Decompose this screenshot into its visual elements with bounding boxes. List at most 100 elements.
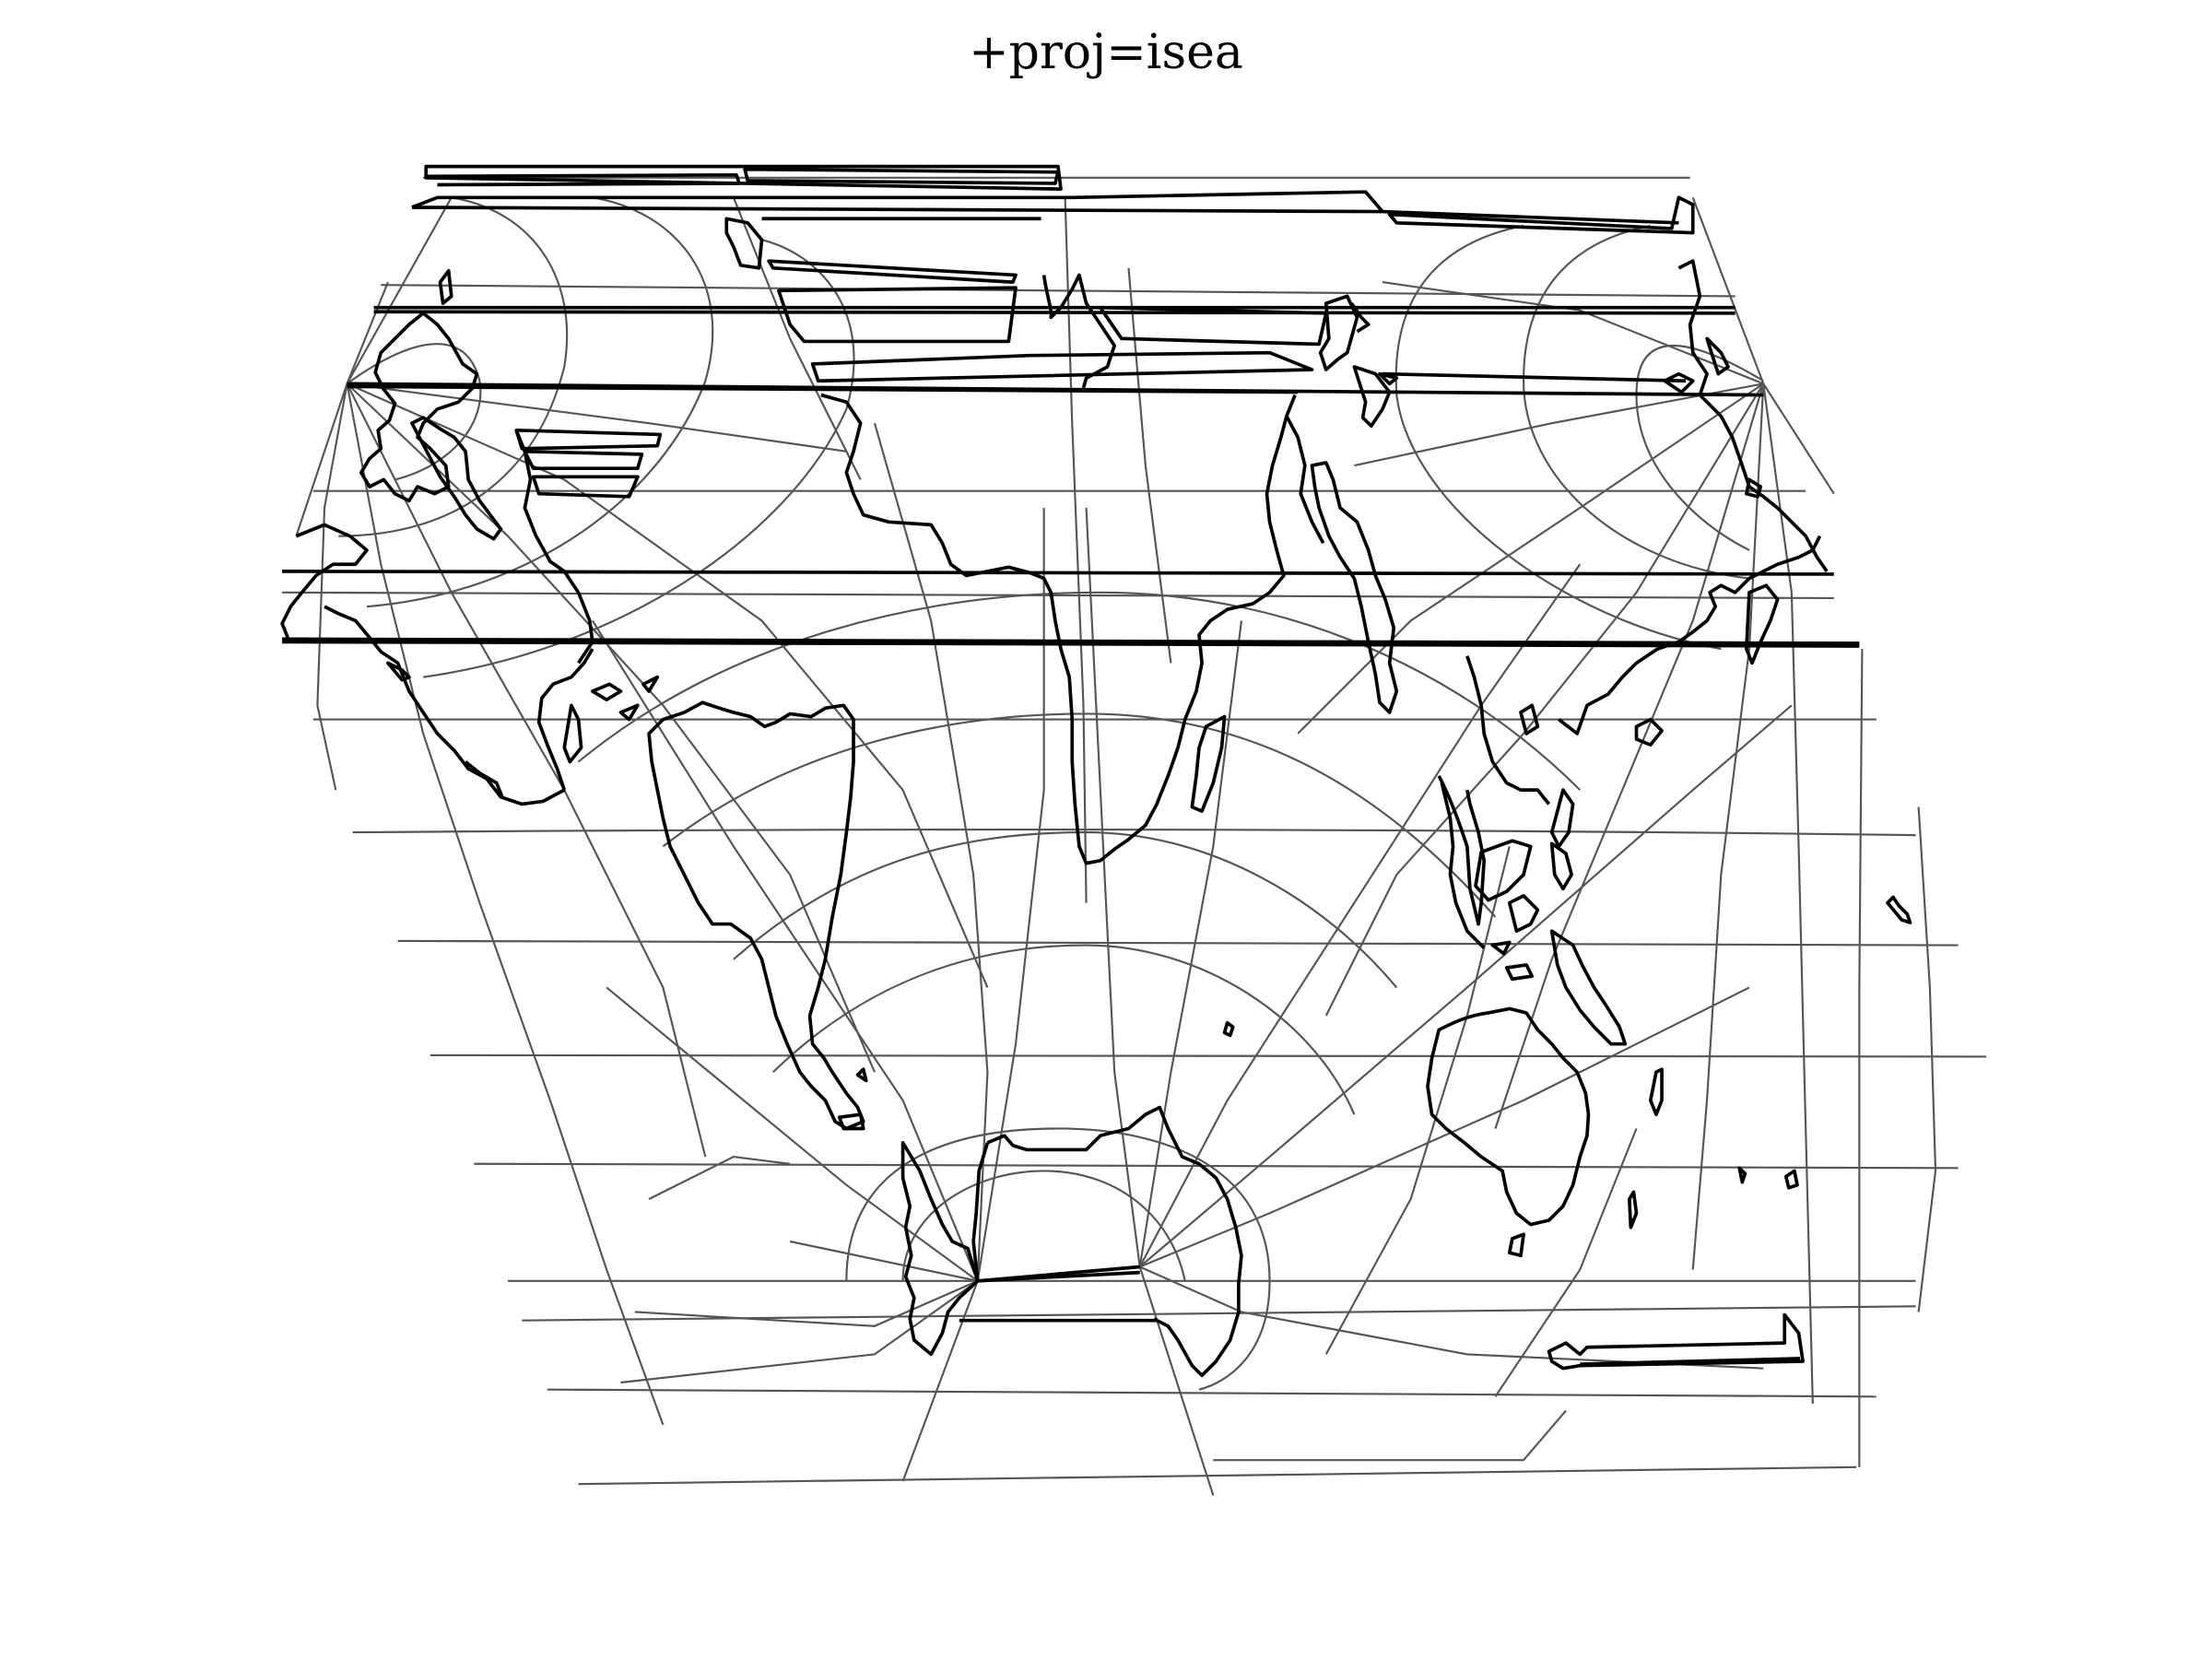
meridian-line (1138, 1266, 1215, 1496)
hudson-islands (410, 416, 503, 541)
pacific-island (1783, 1169, 1799, 1190)
meridian-line (1064, 197, 1088, 903)
meridian-line (1691, 383, 1765, 1270)
antarctica (971, 1142, 990, 1281)
latitude-arc (845, 1127, 1271, 1391)
pacific-island (1222, 1020, 1235, 1038)
arctic-island (438, 269, 453, 305)
arctic-slab (426, 172, 741, 187)
east-asia (1558, 535, 1822, 735)
latitude-arc (901, 1170, 1186, 1282)
meridian-line (732, 196, 862, 480)
meridian-line (606, 986, 979, 1282)
latitude-arc (772, 944, 1356, 1115)
baja-california (386, 661, 411, 682)
meridian-line (346, 382, 876, 1073)
arctic-slab (777, 286, 1018, 344)
wrap-artifact-line (282, 570, 1834, 576)
meridian-line (1297, 382, 1764, 735)
europe-fragment (1378, 371, 1399, 386)
meridian-line (1858, 649, 1864, 1467)
latitude-arc (1394, 224, 1722, 651)
latitude-arc (577, 591, 1582, 791)
meridian-line (346, 196, 453, 384)
wrap-artifact-line (347, 384, 1299, 394)
caribbean-islands (591, 675, 660, 722)
meridian-line (1494, 1128, 1638, 1397)
greenland (724, 217, 764, 270)
meridian-line (295, 382, 348, 536)
indonesia (1490, 894, 1540, 982)
graticule (282, 176, 1987, 1496)
iberia (1352, 365, 1392, 429)
meridian-line (1138, 563, 1582, 1267)
arctic-slab (424, 164, 1063, 191)
arctic-archipelago (531, 475, 640, 499)
latitude-arc (733, 830, 1398, 989)
latitude-arc (1522, 224, 1750, 580)
latitude-arc (366, 196, 714, 608)
parallel-line (547, 1388, 1877, 1398)
europe-coast (1318, 294, 1359, 371)
pacific-island (1886, 895, 1912, 924)
asia-coast (1465, 655, 1551, 806)
tasmania (1507, 1232, 1525, 1258)
india (1437, 775, 1487, 926)
parallel-line (397, 939, 1959, 947)
meridian-line (1085, 507, 1141, 1267)
red-sea-coast (1285, 415, 1325, 545)
antarctica (900, 1140, 980, 1357)
sea-of-okhotsk (1705, 336, 1730, 376)
arctic-slab (767, 259, 1018, 284)
central-america (464, 760, 504, 798)
kamchatka (1745, 477, 1763, 499)
yucatan (562, 703, 583, 764)
siberia-east (1677, 259, 1709, 396)
north-america (359, 311, 479, 503)
parallel-line (474, 1162, 1959, 1170)
latitude-arc (338, 196, 569, 537)
gulf-coast (536, 648, 594, 791)
meridian-line (346, 281, 389, 384)
parallel-line (429, 1053, 1987, 1058)
meridian-line (873, 422, 989, 1281)
meridian-line (1494, 383, 1765, 1129)
europe-coast (1041, 273, 1117, 389)
meridian-line (1213, 1409, 1567, 1462)
australia (1426, 1006, 1591, 1227)
taiwan (1634, 717, 1664, 747)
bering-islands (1663, 371, 1695, 394)
wrap-artifact-line (282, 640, 1860, 648)
parallel-line (381, 284, 1735, 298)
coastlines (280, 164, 1912, 1378)
arctic-slab (411, 190, 1384, 213)
meridian-line (1354, 382, 1764, 467)
meridian-line (1762, 383, 1814, 1404)
meridian-line (620, 1279, 979, 1384)
arctic-archipelago (523, 449, 644, 470)
arctic-slab (1387, 195, 1695, 235)
antarctica (986, 1105, 1243, 1378)
falklands (855, 1067, 868, 1083)
arctic-slab (743, 167, 1060, 185)
meridian-line (1324, 846, 1511, 1355)
wrap-artifact-line (977, 1270, 1140, 1283)
arctic-slab (810, 350, 1314, 383)
wrap-artifact-line (282, 637, 1860, 645)
meridian-line (347, 382, 989, 988)
meridian-line (1138, 620, 1243, 1267)
south-america (647, 700, 865, 1131)
arctic-slab (1099, 305, 1328, 347)
meridian-line (1139, 986, 1750, 1268)
new-zealand (1628, 1067, 1664, 1230)
map-title: +proj=isea (969, 25, 1243, 80)
north-america-east (514, 429, 594, 665)
meridian-line (976, 508, 1045, 1281)
meridian-line (1382, 281, 1764, 385)
parallel-line (578, 1465, 1857, 1486)
meridian-line (1139, 1265, 1764, 1370)
arctic-slab (1382, 371, 1687, 383)
meridian-line (591, 619, 979, 1282)
meridian-line (316, 383, 348, 791)
